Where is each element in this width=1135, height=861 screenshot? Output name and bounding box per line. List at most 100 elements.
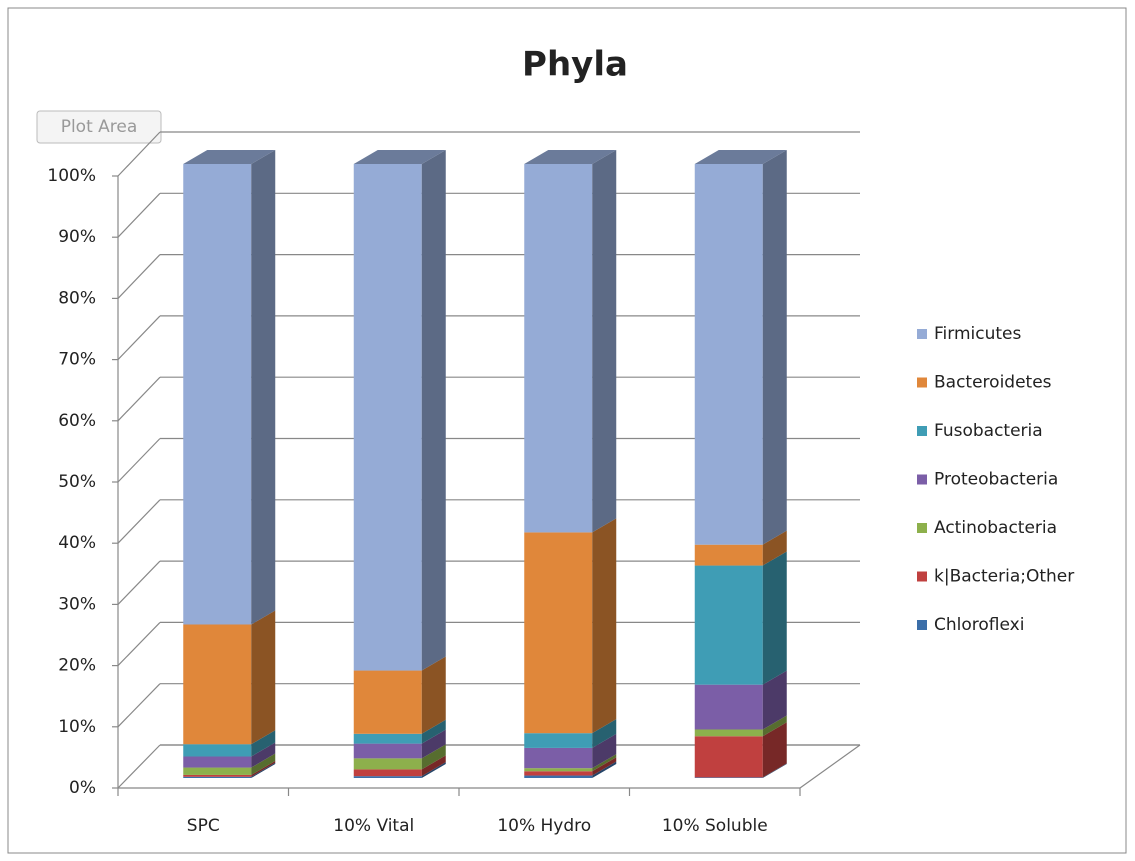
y-tick-label: 50% <box>58 472 96 492</box>
side-grid-line <box>117 744 161 789</box>
legend-label: Proteobacteria <box>934 470 1058 490</box>
bar-segment-side <box>251 742 276 768</box>
x-tick-label: 10% Soluble <box>662 816 768 836</box>
bar-segment <box>353 769 422 777</box>
side-grid-line <box>117 254 161 299</box>
bar-segment <box>524 771 593 776</box>
side-grid-line <box>117 621 161 667</box>
bar-segment <box>183 776 252 778</box>
bar-segment <box>694 565 763 685</box>
bar-segment-side <box>592 719 617 748</box>
bar-segment-side <box>421 755 446 777</box>
bar-segment <box>183 164 252 625</box>
bar-segment <box>183 774 252 777</box>
legend-swatch <box>917 474 927 485</box>
side-grid-line <box>117 438 161 483</box>
bar-segment-side <box>421 719 446 744</box>
bar-segment <box>524 164 593 533</box>
legend-label: Actinobacteria <box>934 518 1057 538</box>
bar-segment <box>524 775 593 778</box>
bar-segment <box>183 624 252 745</box>
side-grid-line <box>117 192 161 238</box>
y-tick-label: 30% <box>58 594 96 614</box>
bar-segment <box>694 736 763 778</box>
y-tick-label: 80% <box>58 288 96 308</box>
legend-label: Bacteroidetes <box>934 373 1052 393</box>
legend-label: k|Bacteria;Other <box>934 567 1074 587</box>
bar-segment-side <box>592 150 617 533</box>
bar-segment-side <box>762 150 787 545</box>
y-tick-label: 90% <box>58 227 96 247</box>
legend-swatch <box>917 523 927 533</box>
tooltip-box <box>36 110 162 144</box>
bar-top <box>183 150 276 164</box>
legend-swatch <box>917 571 927 582</box>
side-grid-line <box>117 131 161 177</box>
legend-swatch <box>917 426 927 436</box>
side-grid-line <box>117 499 161 544</box>
bar-segment <box>183 767 252 775</box>
bar-segment <box>353 164 422 671</box>
bar-segment-side <box>251 150 276 625</box>
bar-segment <box>183 744 252 757</box>
bar-segment <box>353 776 422 778</box>
bar-segment-side <box>251 610 276 745</box>
bar-segment <box>353 743 422 759</box>
bar-segment-side <box>762 551 787 685</box>
bar-segment-side <box>421 729 446 759</box>
legend-label: Firmicutes <box>934 324 1021 344</box>
x-tick-label: 10% Vital <box>333 816 414 836</box>
y-tick-label: 60% <box>58 411 96 431</box>
bar-segment <box>694 684 763 730</box>
bar-segment <box>524 747 593 769</box>
side-grid-line <box>117 560 161 605</box>
bar-segment-side <box>592 761 617 778</box>
side-grid-line <box>117 315 161 361</box>
bar-segment-side <box>762 670 787 730</box>
bar-segment-side <box>251 762 276 778</box>
bar-segment <box>353 670 422 734</box>
bar-segment-side <box>421 762 446 778</box>
bar-segment-side <box>421 656 446 734</box>
bar-segment-side <box>592 518 617 734</box>
bar-segment-side <box>762 715 787 737</box>
bar-segment <box>694 729 763 737</box>
tooltip: Plot Area <box>61 117 138 137</box>
y-tick-label: 10% <box>58 717 96 737</box>
bar-segment-side <box>592 757 617 776</box>
bar-segment-side <box>592 754 617 772</box>
bar-segment <box>524 532 593 734</box>
x-tick-label: 10% Hydro <box>497 816 591 836</box>
bar-top <box>524 150 617 164</box>
legend-label: Fusobacteria <box>934 421 1043 441</box>
legend-label: Chloroflexi <box>934 615 1024 635</box>
bar-segment-side <box>762 763 787 778</box>
bar-segment <box>694 544 763 566</box>
bar-segment <box>524 768 593 772</box>
bar-segment-side <box>421 744 446 770</box>
bar-segment-side <box>251 760 276 777</box>
side-grid-line <box>117 376 161 422</box>
bar-segment <box>183 756 252 768</box>
bar-segment <box>353 733 422 744</box>
bar-segment-side <box>251 753 276 775</box>
bar-segment <box>694 164 763 545</box>
bar-segment <box>353 758 422 770</box>
bar-segment-side <box>762 530 787 566</box>
floor-right <box>799 744 861 789</box>
y-tick-label: 20% <box>58 656 96 676</box>
bar-top <box>353 150 446 164</box>
y-tick-label: 0% <box>69 778 96 798</box>
bar-top <box>694 150 787 164</box>
bar-segment-side <box>592 733 617 769</box>
bar-segment-side <box>421 150 446 671</box>
y-tick-label: 40% <box>58 533 96 553</box>
legend-swatch <box>917 329 927 339</box>
chart-title: Phyla <box>522 45 628 85</box>
bar-segment-side <box>762 722 787 778</box>
bar-segment <box>524 733 593 748</box>
bar-segment-side <box>251 730 276 757</box>
legend-swatch <box>917 377 927 388</box>
y-tick-label: 70% <box>58 350 96 370</box>
